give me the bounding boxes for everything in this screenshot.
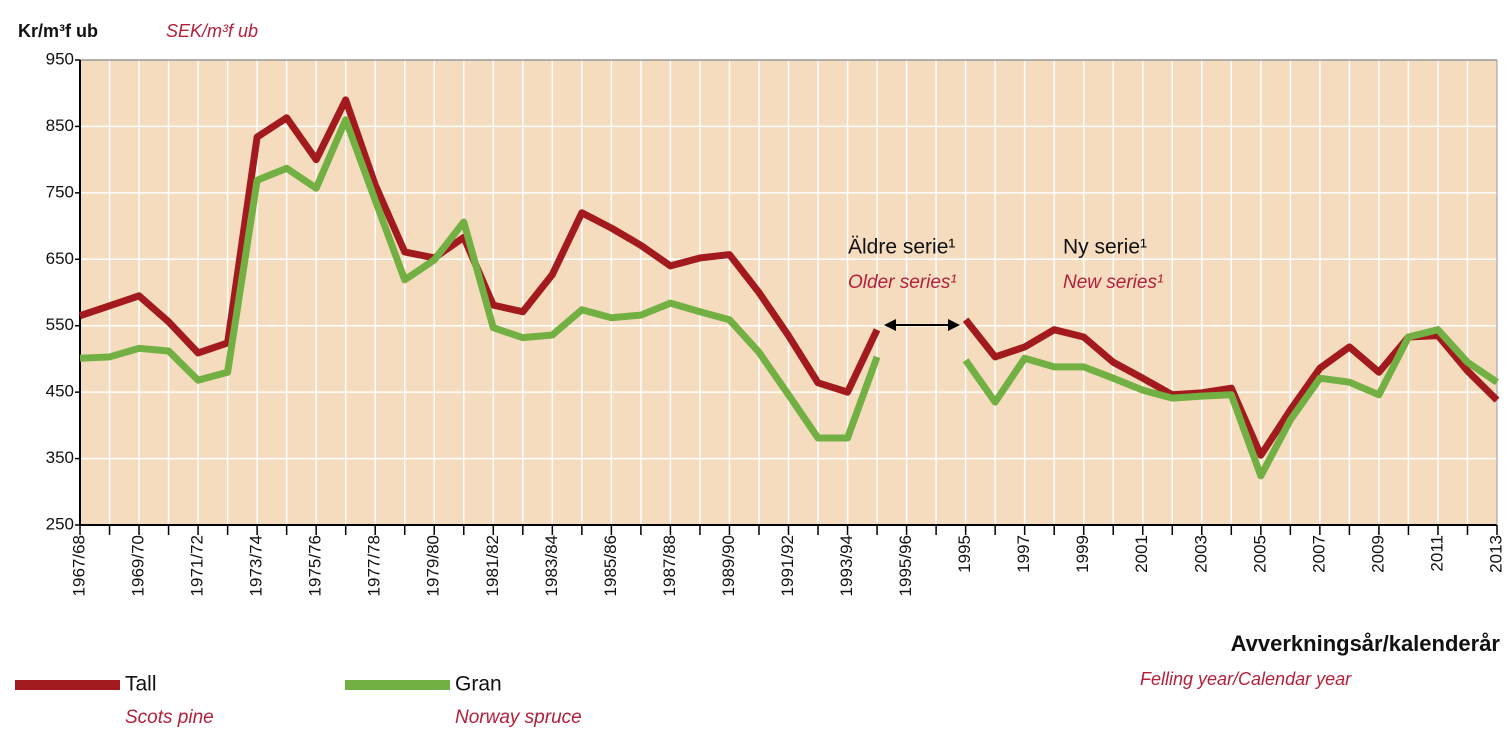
x-tick-label: 1975/76	[306, 535, 325, 596]
legend-label: Gran	[455, 673, 502, 696]
x-tick-label: 1985/86	[601, 535, 620, 596]
y-tick-label: 950	[46, 49, 74, 68]
x-tick-label: 1977/78	[365, 535, 384, 596]
annotation-en: New series¹	[1063, 272, 1163, 293]
y-tick-label: 250	[46, 514, 74, 533]
y-tick-label: 550	[46, 315, 74, 334]
annotation-en: Older series¹	[848, 272, 957, 293]
series-line	[79, 116, 1499, 480]
x-tick-label: 1995/96	[896, 535, 915, 596]
x-tick-label: 1991/92	[778, 535, 797, 596]
x-axis-title: Avverkningsår/kalenderår	[1231, 631, 1501, 656]
x-tick-label: 1981/82	[483, 535, 502, 596]
annotation: Ny serie¹	[1063, 236, 1147, 259]
x-tick-label: 1997	[1014, 535, 1033, 573]
x-tick-label: 1979/80	[424, 535, 443, 596]
y-axis-title-en: SEK/m³f ub	[166, 21, 258, 41]
x-tick-label: 2011	[1427, 535, 1446, 572]
x-tick-label: 1969/70	[129, 535, 148, 596]
x-tick-label: 1987/88	[660, 535, 679, 596]
x-tick-label: 1989/90	[719, 535, 738, 596]
x-tick-label: 1973/74	[247, 535, 266, 596]
legend-label-en: Scots pine	[125, 707, 214, 728]
x-tick-label: 1995	[955, 535, 974, 573]
x-tick-label: 1967/68	[69, 535, 88, 596]
x-axis-title-en: Felling year/Calendar year	[1140, 669, 1352, 689]
x-tick-label: 2003	[1191, 535, 1210, 573]
x-tick-label: 2001	[1132, 535, 1151, 573]
y-tick-label: 350	[46, 448, 74, 467]
x-tick-label: 2005	[1250, 535, 1269, 573]
x-tick-label: 2009	[1368, 535, 1387, 573]
x-tick-label: 1971/72	[188, 535, 207, 596]
annotation: Äldre serie¹	[848, 236, 955, 259]
y-tick-label: 850	[46, 116, 74, 135]
y-tick-label: 650	[46, 249, 74, 268]
x-tick-label: 2013	[1486, 535, 1505, 573]
x-tick-label: 2007	[1309, 535, 1328, 573]
y-tick-label: 750	[46, 182, 74, 201]
y-tick-label: 450	[46, 382, 74, 401]
x-tick-label: 1983/84	[542, 535, 561, 596]
x-tick-label: 1999	[1073, 535, 1092, 573]
y-axis-title: Kr/m³f ub	[18, 21, 98, 41]
x-tick-label: 1993/94	[837, 535, 856, 596]
legend-label-en: Norway spruce	[455, 707, 582, 728]
legend-label: Tall	[125, 673, 157, 696]
